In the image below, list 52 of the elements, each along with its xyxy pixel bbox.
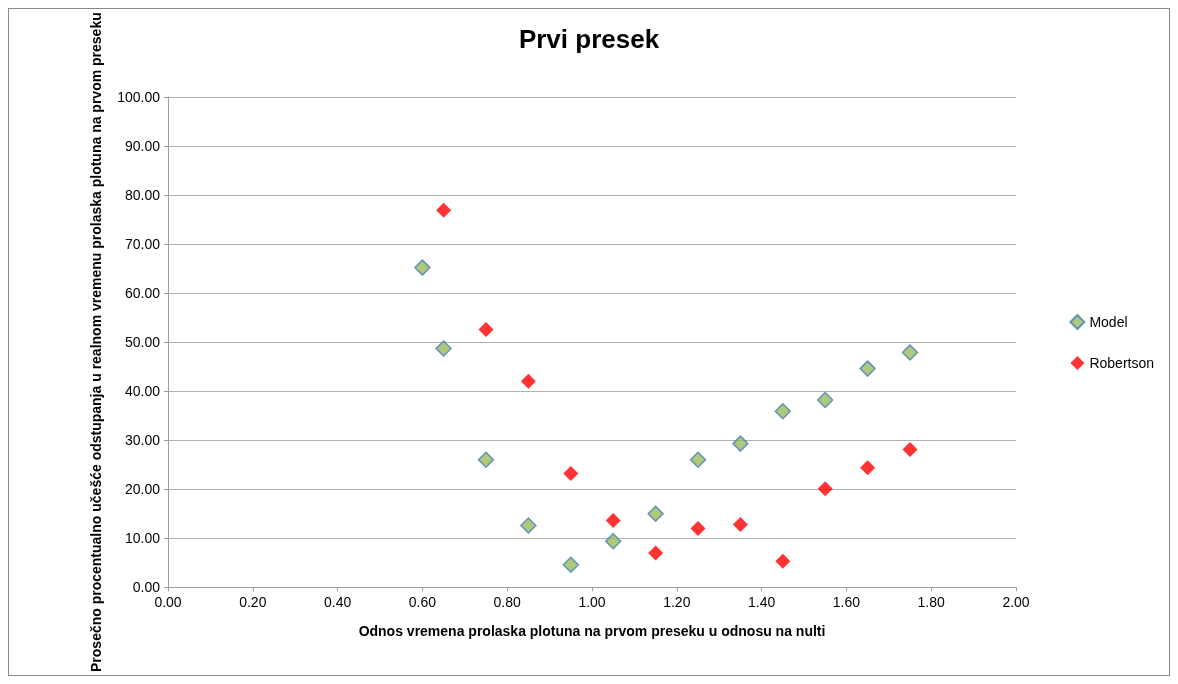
y-tick-label: 100.00 [117,89,161,105]
point [414,259,431,276]
x-tick-label: 1.80 [917,594,946,611]
y-tick-label: 80.00 [124,187,161,204]
legend-label: Robertson [1089,355,1154,371]
point [604,532,622,550]
point [775,553,791,569]
point [477,451,495,469]
x-tick-label: 2.00 [1002,594,1030,611]
point [562,556,580,573]
x-tick-label: 0.00 [154,594,182,611]
y-tick-label: 20.00 [124,481,161,498]
x-axis-title: Odnos vremena prolaska plotuna na prvom preseku u odnosu na nulti [358,623,826,640]
x-tick-label: 0.20 [239,594,267,611]
point [732,435,749,452]
y-tick-label: 10.00 [124,530,161,547]
point [732,517,748,533]
x-tick-label: 1.00 [578,594,606,611]
y-tick-label: 0.00 [132,579,161,596]
point [648,545,664,561]
point [902,442,918,457]
y-tick-label: 60.00 [124,285,161,302]
y-axis-title: Prosečno procentualno učešće odstupanja u realnom vremenu prolaska plotuna na prvom preseku [88,12,104,672]
point [859,360,876,377]
point [563,466,579,482]
x-tick-label: 1.60 [832,594,861,611]
x-tick-label: 0.60 [408,594,437,611]
point [817,481,833,497]
point [860,460,876,476]
point [605,513,621,529]
point [478,321,494,337]
point [647,505,664,522]
x-tick-label: 1.40 [747,594,776,611]
x-tick-label: 1.20 [663,594,691,611]
y-tick-label: 40.00 [124,383,161,400]
y-tick-label: 30.00 [124,432,161,449]
point [520,517,537,534]
point [901,344,919,361]
point [774,403,792,420]
point [690,520,706,536]
point [435,340,452,357]
point [816,391,834,409]
y-tick-label: 90.00 [124,138,161,155]
legend-label: Model [1089,314,1128,330]
x-tick-label: 0.80 [493,594,522,611]
point [436,202,452,218]
point [520,373,536,389]
chart-title: Prvi presek [518,24,660,54]
point [689,451,707,469]
y-tick-label: 50.00 [124,334,161,351]
x-tick-label: 0.40 [323,594,352,611]
y-tick-label: 70.00 [124,236,161,253]
